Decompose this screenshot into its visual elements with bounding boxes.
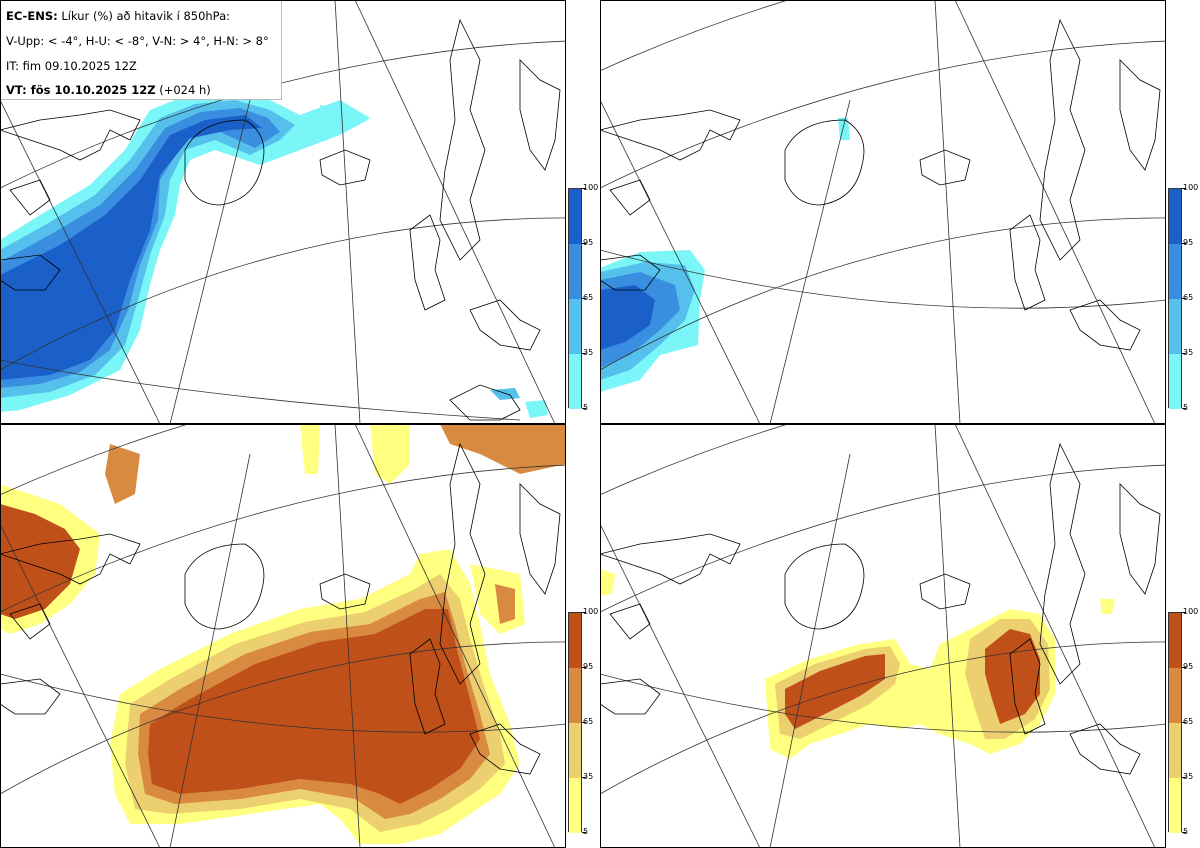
prob-area-max <box>600 285 655 350</box>
legend-valid-time: VT: fös 10.10.2025 12Z (+024 h) <box>6 83 211 97</box>
map-svg <box>600 424 1166 848</box>
colorbar-tick-label: 35 <box>583 348 594 357</box>
colorbar-tick-label: 95 <box>583 238 594 247</box>
colorbar-tick-label: 35 <box>1183 348 1194 357</box>
colorbar-tick-label: 5 <box>1183 403 1189 412</box>
colorbar <box>568 188 582 409</box>
colorbar-tick-label: 5 <box>583 403 589 412</box>
graticule <box>0 0 566 424</box>
colorbar-segment <box>569 244 581 299</box>
colorbar-tickmark <box>1182 243 1186 244</box>
colorbar-tick-label: 100 <box>583 183 599 192</box>
colorbar-tickmark <box>1182 832 1186 833</box>
prob-patch <box>320 105 368 132</box>
prob-patch <box>370 424 410 484</box>
colorbar-segment <box>1169 668 1181 723</box>
colorbar-tick-label: 65 <box>583 293 594 302</box>
colorbar-tickmark <box>1182 612 1186 613</box>
colorbar-tickmark <box>1182 667 1186 668</box>
colorbar-tick-label: 5 <box>1183 827 1189 836</box>
legend-title-rest: Líkur (%) að hitavik í 850hPa: <box>57 9 231 23</box>
coastlines <box>600 442 1161 775</box>
legend-title-bold: EC-ENS: <box>6 9 58 23</box>
colorbar-tick-label: 95 <box>1183 662 1194 671</box>
colorbar-tickmark <box>582 722 586 723</box>
graticule <box>600 0 1166 424</box>
colorbar-tick-label: 100 <box>1183 607 1199 616</box>
colorbar-segment <box>1169 189 1181 244</box>
colorbar-tickmark <box>1182 408 1186 409</box>
coastlines <box>0 18 561 421</box>
colorbar-segment <box>1169 299 1181 354</box>
colorbar-segment <box>1169 778 1181 833</box>
colorbar-segment <box>569 778 581 833</box>
colorbar-tickmark <box>582 667 586 668</box>
colorbar <box>1168 612 1182 833</box>
colorbar-tickmark <box>1182 188 1186 189</box>
colorbar-tick-label: 100 <box>583 607 599 616</box>
legend-init-time: IT: fim 09.10.2025 12Z <box>6 59 137 73</box>
colorbar-segment <box>569 723 581 778</box>
graticule <box>0 424 566 848</box>
colorbar-tick-label: 100 <box>1183 183 1199 192</box>
colorbar-segment <box>569 189 581 244</box>
colorbar-segment <box>569 668 581 723</box>
map-svg <box>0 424 566 848</box>
colorbar-tickmark <box>1182 353 1186 354</box>
prob-patch <box>600 569 615 596</box>
legend-title: EC-ENS: Líkur (%) að hitavik í 850hPa: <box>6 9 230 23</box>
prob-patch <box>1100 599 1115 614</box>
colorbar-segment <box>1169 723 1181 778</box>
prob-patch <box>105 444 140 504</box>
map-svg <box>0 0 566 424</box>
prob-patch <box>495 584 515 624</box>
colorbar-tickmark <box>582 243 586 244</box>
colorbar-segment <box>569 299 581 354</box>
colorbar-tickmark <box>582 612 586 613</box>
legend-valid-time-bold: VT: fös 10.10.2025 12Z <box>6 83 156 97</box>
map-panel-top-left: EC-ENS: Líkur (%) að hitavik í 850hPa: V… <box>0 0 566 424</box>
prob-patch <box>838 118 850 140</box>
colorbar <box>568 612 582 833</box>
colorbar-segment <box>569 613 581 668</box>
colorbar-tick-label: 65 <box>583 717 594 726</box>
colorbar-tick-label: 35 <box>1183 772 1194 781</box>
legend-box: EC-ENS: Líkur (%) að hitavik í 850hPa: V… <box>0 0 282 100</box>
colorbar-tickmark <box>1182 777 1186 778</box>
legend-thresholds: V-Upp: < -4°, H-U: < -8°, V-N: > 4°, H-N… <box>6 34 269 48</box>
coastlines <box>600 18 1161 351</box>
prob-patch <box>440 424 566 474</box>
map-panel-top-right <box>600 0 1166 424</box>
colorbar-tick-label: 95 <box>1183 238 1194 247</box>
colorbar-tick-label: 65 <box>1183 293 1194 302</box>
colorbar-tickmark <box>1182 722 1186 723</box>
colorbar-tickmark <box>582 408 586 409</box>
prob-area-max <box>148 609 480 804</box>
colorbar-tick-label: 95 <box>583 662 594 671</box>
colorbar-segment <box>1169 613 1181 668</box>
colorbar <box>1168 188 1182 409</box>
colorbar-tickmark <box>582 832 586 833</box>
prob-patch <box>525 400 548 418</box>
prob-patch <box>300 424 320 474</box>
colorbar-segment <box>569 354 581 409</box>
prob-area-max <box>0 504 80 619</box>
colorbar-tick-label: 65 <box>1183 717 1194 726</box>
map-svg <box>600 0 1166 424</box>
colorbar-segment <box>1169 244 1181 299</box>
colorbar-tickmark <box>1182 298 1186 299</box>
colorbar-tick-label: 5 <box>583 827 589 836</box>
map-panel-bottom-right <box>600 424 1166 848</box>
colorbar-tickmark <box>582 777 586 778</box>
colorbar-tickmark <box>582 353 586 354</box>
graticule <box>600 424 1166 848</box>
colorbar-tick-label: 35 <box>583 772 594 781</box>
coastlines <box>0 442 561 775</box>
colorbar-tickmark <box>582 298 586 299</box>
colorbar-tickmark <box>582 188 586 189</box>
map-panel-bottom-left <box>0 424 566 848</box>
colorbar-segment <box>1169 354 1181 409</box>
legend-valid-time-rest: (+024 h) <box>155 83 211 97</box>
prob-area-max <box>0 115 262 380</box>
